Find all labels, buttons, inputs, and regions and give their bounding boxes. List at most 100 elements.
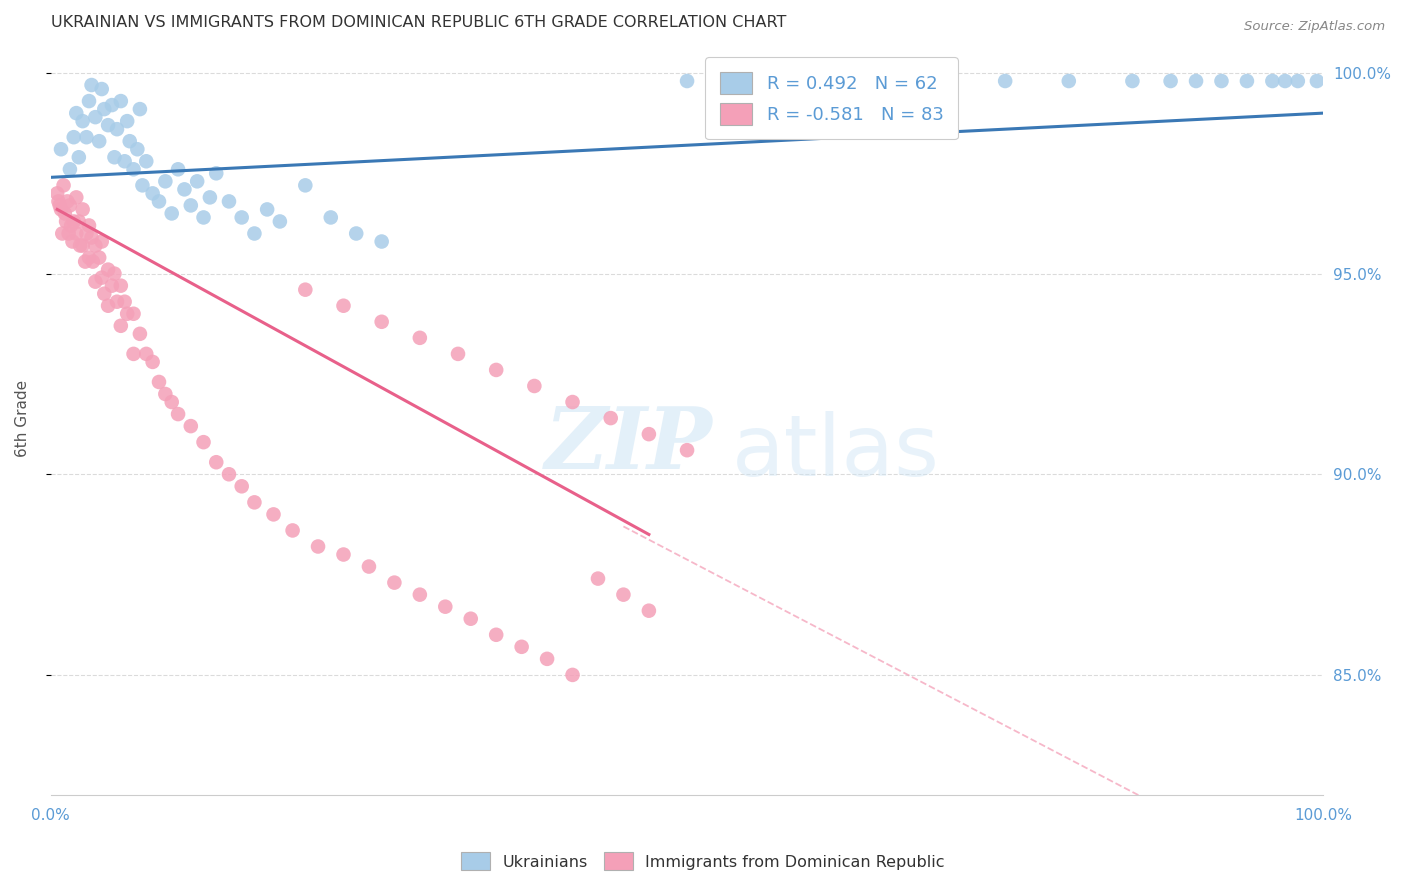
Point	[90, 82, 112, 96]
Point	[180, 419, 202, 434]
Point	[129, 326, 152, 341]
Point	[90, 235, 112, 249]
Point	[142, 355, 165, 369]
Y-axis label: 6th Grade: 6th Grade	[15, 379, 30, 457]
Point	[103, 267, 125, 281]
Point	[523, 379, 546, 393]
Point	[114, 154, 136, 169]
Text: UKRAINIAN VS IMMIGRANTS FROM DOMINICAN REPUBLIC 6TH GRADE CORRELATION CHART: UKRAINIAN VS IMMIGRANTS FROM DOMINICAN R…	[51, 15, 786, 30]
Point	[281, 524, 304, 538]
Point	[59, 198, 82, 212]
Point	[49, 142, 72, 156]
Point	[84, 275, 107, 289]
Point	[48, 198, 70, 212]
Point	[561, 395, 583, 409]
Point	[1286, 74, 1309, 88]
Point	[80, 230, 103, 244]
Point	[599, 411, 621, 425]
Point	[101, 98, 124, 112]
Point	[103, 150, 125, 164]
Point	[90, 270, 112, 285]
Point	[51, 227, 73, 241]
Point	[72, 114, 94, 128]
Point	[160, 206, 183, 220]
Point	[77, 219, 100, 233]
Point	[218, 467, 240, 482]
Point	[69, 238, 91, 252]
Point	[370, 315, 392, 329]
Point	[409, 331, 432, 345]
Point	[263, 508, 285, 522]
Point	[447, 347, 470, 361]
Point	[866, 74, 889, 88]
Point	[80, 78, 103, 92]
Point	[344, 227, 367, 241]
Point	[65, 106, 87, 120]
Point	[82, 254, 104, 268]
Point	[84, 110, 107, 124]
Point	[193, 211, 215, 225]
Text: ZIP: ZIP	[544, 403, 713, 486]
Point	[243, 227, 266, 241]
Point	[205, 166, 228, 180]
Point	[205, 455, 228, 469]
Point	[72, 238, 94, 252]
Point	[49, 202, 72, 217]
Point	[676, 74, 699, 88]
Point	[160, 395, 183, 409]
Point	[180, 198, 202, 212]
Point	[127, 142, 149, 156]
Point	[97, 118, 120, 132]
Point	[93, 286, 115, 301]
Point	[105, 294, 128, 309]
Point	[1306, 74, 1329, 88]
Point	[638, 427, 661, 442]
Point	[131, 178, 153, 193]
Point	[409, 588, 432, 602]
Point	[155, 387, 177, 401]
Point	[1261, 74, 1284, 88]
Point	[67, 150, 90, 164]
Point	[46, 186, 69, 201]
Point	[319, 211, 342, 225]
Point	[148, 194, 170, 209]
Point	[586, 572, 609, 586]
Point	[256, 202, 278, 217]
Point	[1057, 74, 1080, 88]
Point	[59, 162, 82, 177]
Point	[75, 254, 97, 268]
Point	[231, 479, 253, 493]
Point	[135, 347, 157, 361]
Point	[1121, 74, 1143, 88]
Point	[332, 548, 354, 562]
Point	[536, 652, 558, 666]
Point	[114, 294, 136, 309]
Point	[167, 407, 190, 421]
Point	[60, 219, 83, 233]
Point	[77, 251, 100, 265]
Point	[198, 190, 221, 204]
Point	[62, 235, 84, 249]
Point	[167, 162, 190, 177]
Point	[142, 186, 165, 201]
Point	[65, 190, 87, 204]
Legend: R = 0.492   N = 62, R = -0.581   N = 83: R = 0.492 N = 62, R = -0.581 N = 83	[706, 57, 957, 139]
Point	[115, 307, 138, 321]
Point	[62, 130, 84, 145]
Point	[65, 227, 87, 241]
Point	[62, 214, 84, 228]
Point	[118, 134, 141, 148]
Point	[110, 94, 132, 108]
Point	[56, 194, 79, 209]
Point	[1185, 74, 1208, 88]
Point	[105, 122, 128, 136]
Point	[931, 74, 953, 88]
Text: Source: ZipAtlas.com: Source: ZipAtlas.com	[1244, 20, 1385, 33]
Point	[1274, 74, 1296, 88]
Point	[485, 363, 508, 377]
Point	[67, 214, 90, 228]
Point	[231, 211, 253, 225]
Point	[676, 443, 699, 458]
Point	[75, 227, 97, 241]
Point	[129, 102, 152, 116]
